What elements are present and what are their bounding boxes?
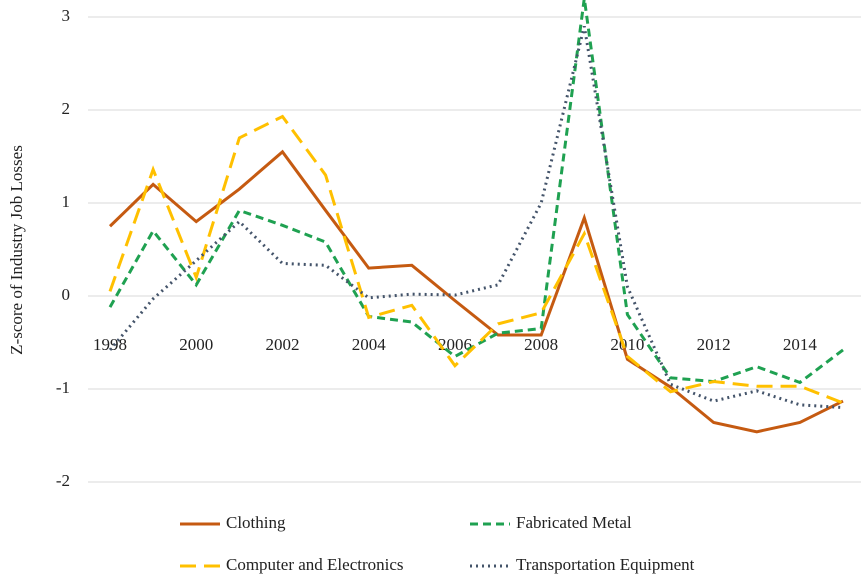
line-series xyxy=(108,114,844,405)
x-tick-label: 2014 xyxy=(783,335,818,354)
x-tick-label: 2000 xyxy=(179,335,213,354)
y-tick-label: 1 xyxy=(62,192,71,211)
legend-label: Transportation Equipment xyxy=(516,555,695,574)
y-tick-label: -1 xyxy=(56,378,70,397)
legend-label: Clothing xyxy=(226,513,286,532)
x-tick-label: 2006 xyxy=(438,335,472,354)
line-series xyxy=(108,0,844,385)
y-tick-label: -2 xyxy=(56,471,70,490)
y-tick-label: 2 xyxy=(62,99,71,118)
x-tick-label: 2010 xyxy=(610,335,644,354)
y-axis-label: Z-score of Industry Job Losses xyxy=(7,145,26,355)
x-tick-label: 2012 xyxy=(697,335,731,354)
line-series xyxy=(108,149,844,434)
x-tick-label: 2008 xyxy=(524,335,558,354)
x-tick-label: 1998 xyxy=(93,335,127,354)
legend-label: Fabricated Metal xyxy=(516,513,632,532)
y-tick-label: 0 xyxy=(62,285,71,304)
x-tick-label: 2004 xyxy=(352,335,387,354)
legend-label: Computer and Electronics xyxy=(226,555,404,574)
line-series xyxy=(108,25,844,410)
x-tick-label: 2002 xyxy=(265,335,299,354)
y-tick-label: 3 xyxy=(62,6,71,25)
